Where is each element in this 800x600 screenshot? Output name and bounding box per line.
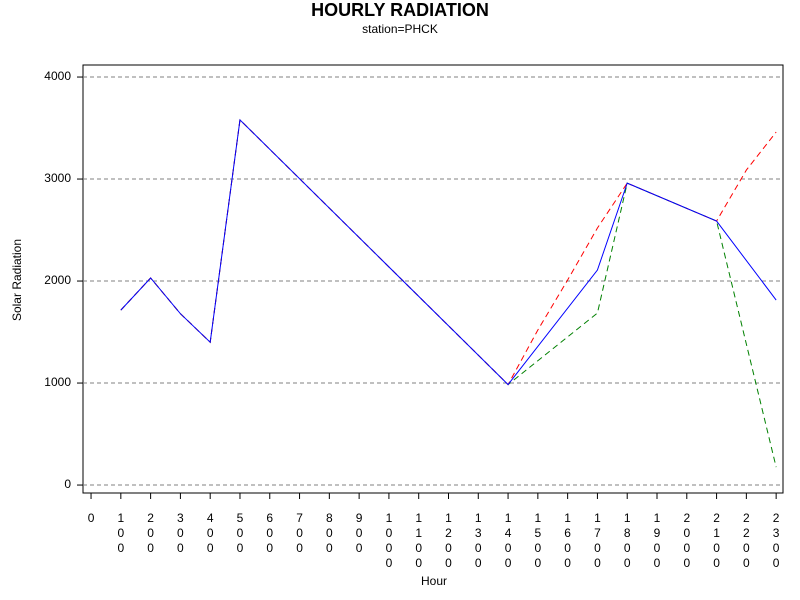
data-line bbox=[120, 118, 777, 386]
plot-frame bbox=[82, 64, 784, 494]
chart-subtitle: station=PHCK bbox=[362, 22, 438, 36]
data-line bbox=[120, 118, 777, 468]
y-tick-label: 3000 bbox=[44, 171, 71, 185]
y-tick-label: 4000 bbox=[44, 69, 71, 83]
data-line bbox=[120, 118, 777, 386]
y-tick-label: 1000 bbox=[44, 375, 71, 389]
x-tick-label: 0 bbox=[88, 511, 95, 525]
chart-title: HOURLY RADIATION bbox=[311, 0, 489, 20]
x-axis-label: Hour bbox=[421, 574, 447, 588]
y-axis-label: Solar Radiation bbox=[10, 239, 24, 321]
y-tick-label: 0 bbox=[64, 477, 71, 491]
y-tick-label: 2000 bbox=[44, 273, 71, 287]
